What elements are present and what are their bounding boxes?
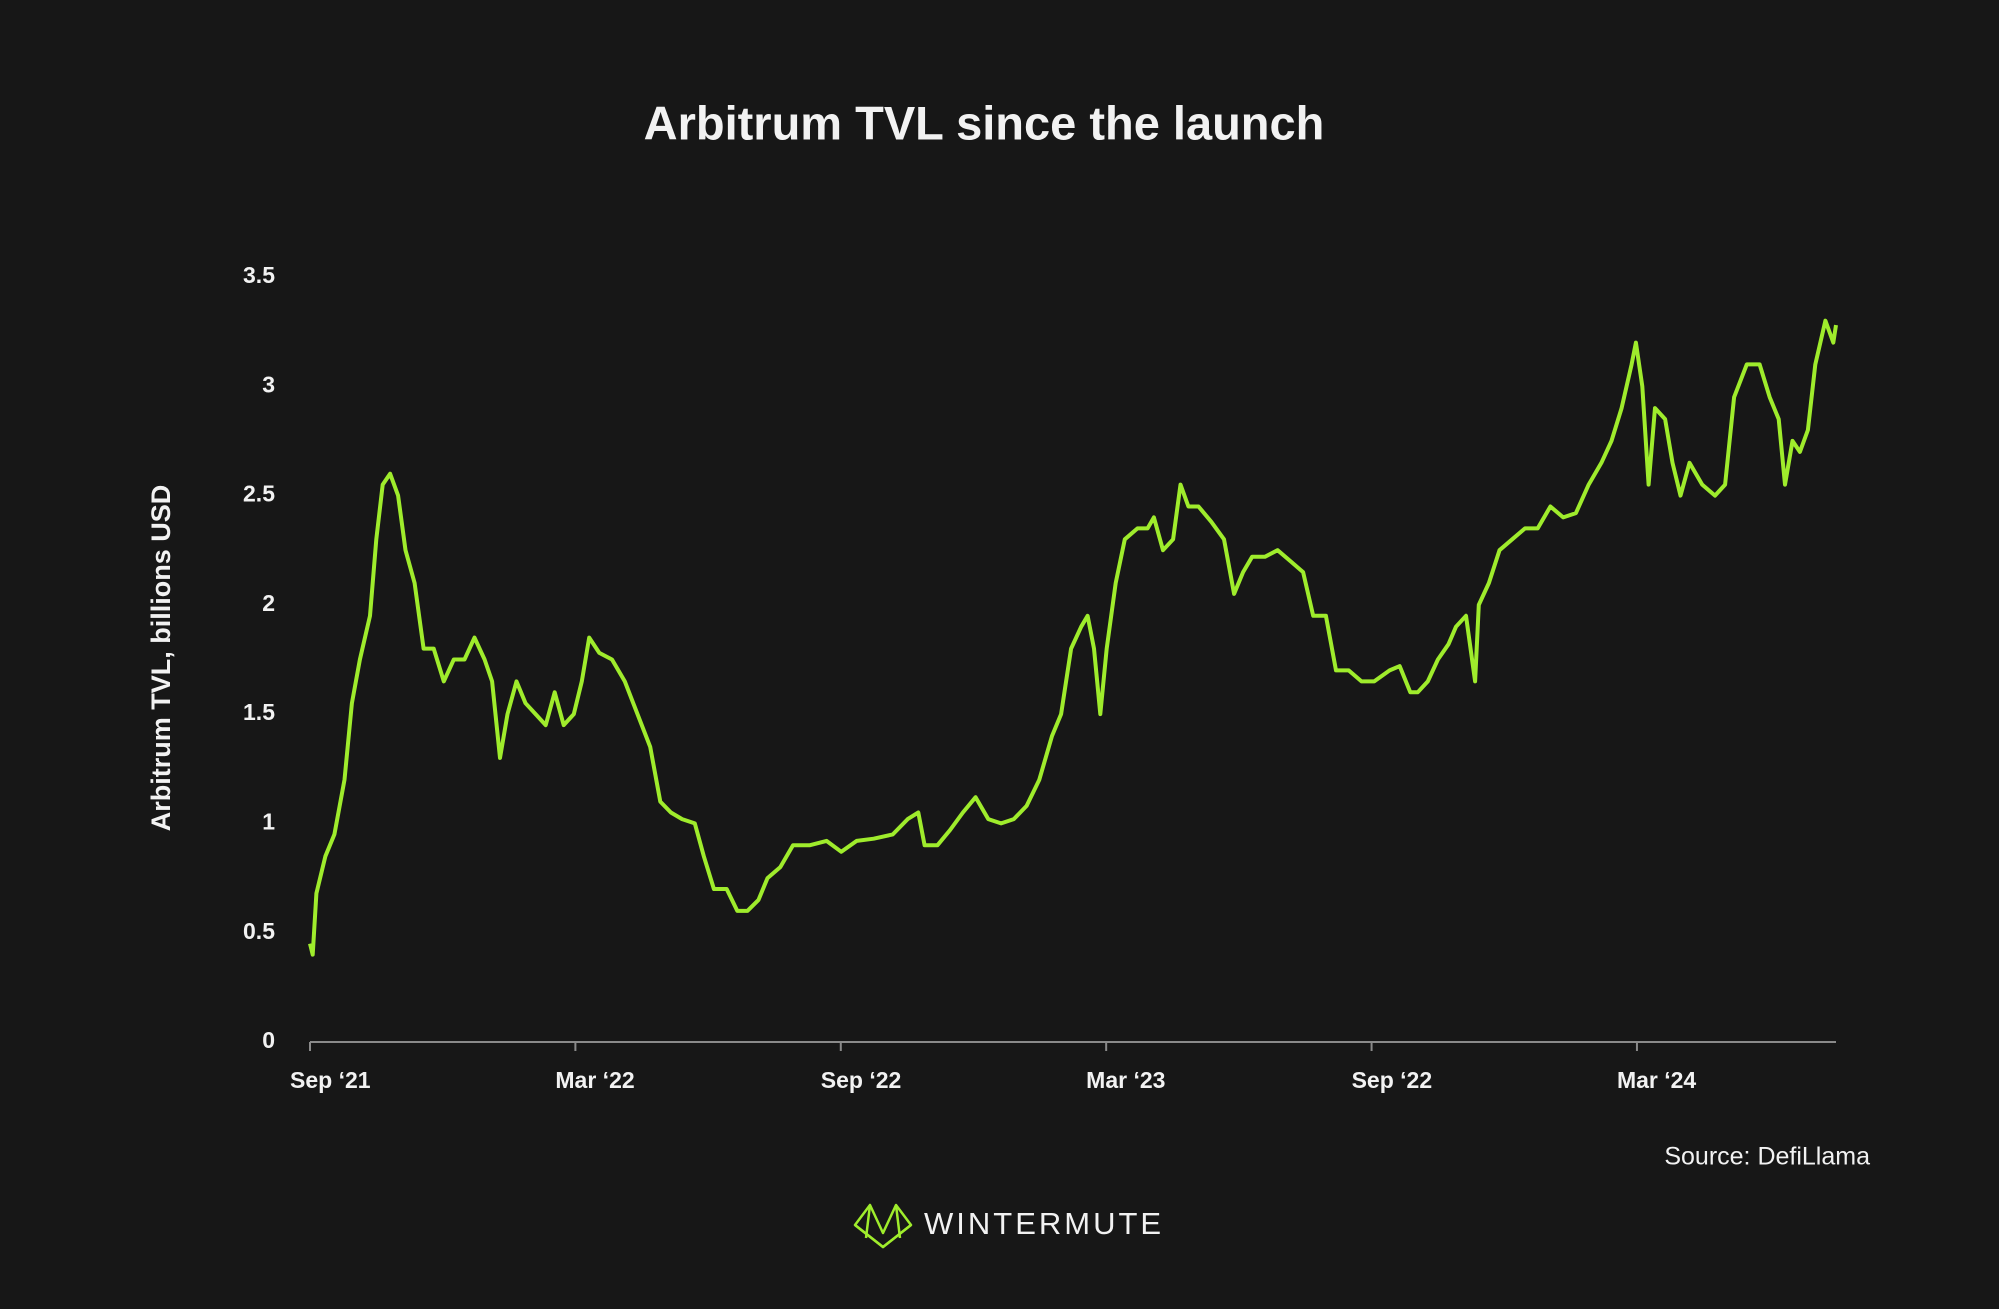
- y-axis-label: Arbitrum TVL, billions USD: [146, 485, 176, 832]
- y-tick-label: 3: [262, 371, 275, 397]
- y-tick-label: 3.5: [243, 262, 275, 288]
- x-tick-label: Mar ‘23: [1086, 1067, 1165, 1093]
- logo-icon: [853, 1203, 913, 1249]
- chart-title: Arbitrum TVL since the launch: [644, 96, 1325, 149]
- y-tick-label: 2.5: [243, 481, 275, 507]
- source-note: Source: DefiLlama: [1664, 1143, 1870, 1171]
- x-tick-label: Sep ‘22: [1352, 1067, 1433, 1093]
- x-tick-label: Sep ‘21: [290, 1067, 371, 1093]
- y-tick-label: 0: [262, 1027, 275, 1053]
- x-tick-label: Sep ‘22: [821, 1067, 902, 1093]
- y-tick-label: 0.5: [243, 918, 275, 944]
- y-tick-label: 1: [262, 809, 275, 835]
- tvl-line: [308, 318, 1838, 957]
- x-tick-label: Mar ‘24: [1617, 1067, 1696, 1093]
- y-tick-label: 2: [262, 590, 275, 616]
- logo-text: WINTERMUTE: [924, 1206, 1164, 1241]
- y-tick-label: 1.5: [243, 699, 275, 725]
- x-tick-label: Mar ‘22: [555, 1067, 634, 1093]
